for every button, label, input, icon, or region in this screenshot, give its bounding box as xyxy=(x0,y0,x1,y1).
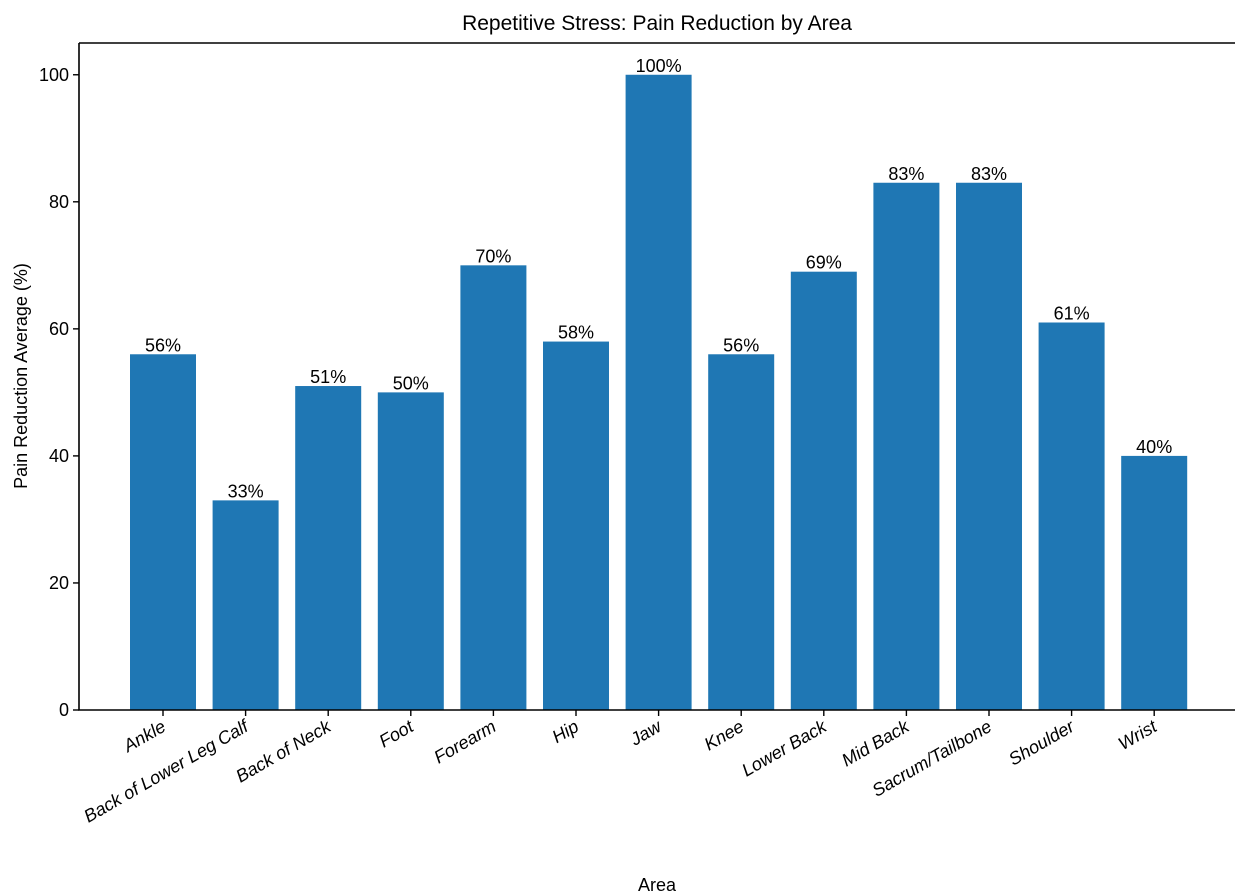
y-tick-label: 40 xyxy=(49,446,69,466)
y-tick-label: 60 xyxy=(49,319,69,339)
bar xyxy=(460,265,527,710)
bar xyxy=(1121,455,1188,710)
bar xyxy=(1038,322,1105,710)
y-tick-label: 100 xyxy=(39,65,69,85)
x-tick-label: Knee xyxy=(701,716,747,754)
x-tick-label: Mid Back xyxy=(838,716,913,771)
bar xyxy=(873,182,940,710)
bar xyxy=(212,500,279,710)
x-tick-label: Jaw xyxy=(626,716,665,750)
x-tick-label: Shoulder xyxy=(1005,716,1078,770)
x-tick-label: Foot xyxy=(376,716,418,752)
bar-value-label: 51% xyxy=(310,367,346,387)
x-tick-label: Back of Neck xyxy=(232,716,335,787)
x-tick-label: Wrist xyxy=(1115,716,1161,754)
x-axis-label: Area xyxy=(638,875,677,895)
x-tick-label: Hip xyxy=(549,716,582,747)
bar xyxy=(543,341,609,710)
bar-value-label: 83% xyxy=(971,164,1007,184)
bar xyxy=(377,392,444,710)
bar xyxy=(295,386,362,710)
y-tick-label: 0 xyxy=(59,700,69,720)
bar xyxy=(790,271,857,710)
x-tick-label: Ankle xyxy=(119,716,169,756)
bar-value-label: 70% xyxy=(475,246,511,266)
bar-value-label: 40% xyxy=(1136,437,1172,457)
bar-value-label: 58% xyxy=(558,323,594,343)
x-tick-label: Forearm xyxy=(430,716,499,767)
bar xyxy=(956,182,1022,710)
bar-value-label: 56% xyxy=(723,335,759,355)
bar-value-label: 83% xyxy=(888,164,924,184)
y-tick-label: 20 xyxy=(49,573,69,593)
bar-value-label: 56% xyxy=(145,335,181,355)
bar xyxy=(130,354,196,710)
bar-value-label: 100% xyxy=(636,56,682,76)
x-tick-label: Lower Back xyxy=(738,716,830,781)
bar-value-label: 50% xyxy=(393,373,429,393)
bar-value-label: 69% xyxy=(806,253,842,273)
chart-title: Repetitive Stress: Pain Reduction by Are… xyxy=(462,12,852,35)
bar-value-label: 61% xyxy=(1054,304,1090,324)
bar xyxy=(708,354,775,710)
plot-area: 56% 33% 51% 50% 70% 58% 100% 56% 69% 83% 83% 61% 40%… xyxy=(39,42,1235,827)
y-tick-label: 80 xyxy=(49,192,69,212)
bar xyxy=(625,74,692,710)
bar-value-label: 33% xyxy=(228,481,264,501)
y-axis-label: Pain Reduction Average (%) xyxy=(11,263,31,489)
